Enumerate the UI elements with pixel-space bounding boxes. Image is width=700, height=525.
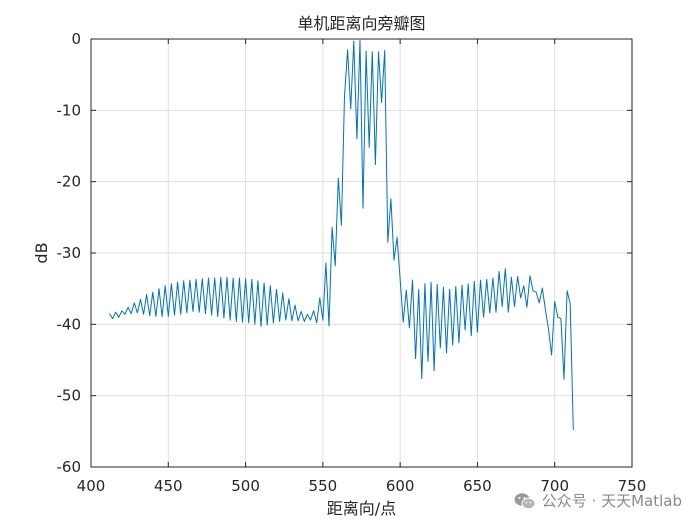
y-axis-title: dB [32, 242, 51, 263]
x-tick-label: 700 [540, 477, 569, 495]
y-tick-label: -50 [57, 387, 82, 405]
chart-title: 单机距离向旁瓣图 [297, 14, 425, 33]
wechat-icon [514, 492, 536, 509]
y-tick-label: -20 [57, 173, 82, 191]
y-tick-label: -10 [57, 101, 82, 119]
series-line [109, 39, 574, 430]
y-tick-label: -40 [57, 315, 82, 333]
watermark-text: 公众号 · 天天Matlab [541, 492, 682, 510]
y-tick-label: -60 [57, 458, 82, 476]
x-tick-label: 650 [463, 477, 492, 495]
watermark: 公众号 · 天天Matlab [514, 490, 682, 511]
x-tick-label: 500 [231, 477, 260, 495]
x-tick-label: 600 [386, 477, 415, 495]
y-tick-label: 0 [71, 30, 81, 48]
x-axis-title: 距离向/点 [327, 499, 396, 518]
ticks: 400 450 500 550 600 650 700 750 0 -10 -20 -30 -40 -50… [57, 30, 647, 495]
x-tick-label: 450 [154, 477, 183, 495]
y-tick-label: -30 [57, 244, 82, 262]
x-tick-label: 550 [309, 477, 338, 495]
x-tick-label: 400 [77, 477, 106, 495]
x-tick-label: 750 [618, 477, 647, 495]
data-layer [109, 39, 574, 430]
